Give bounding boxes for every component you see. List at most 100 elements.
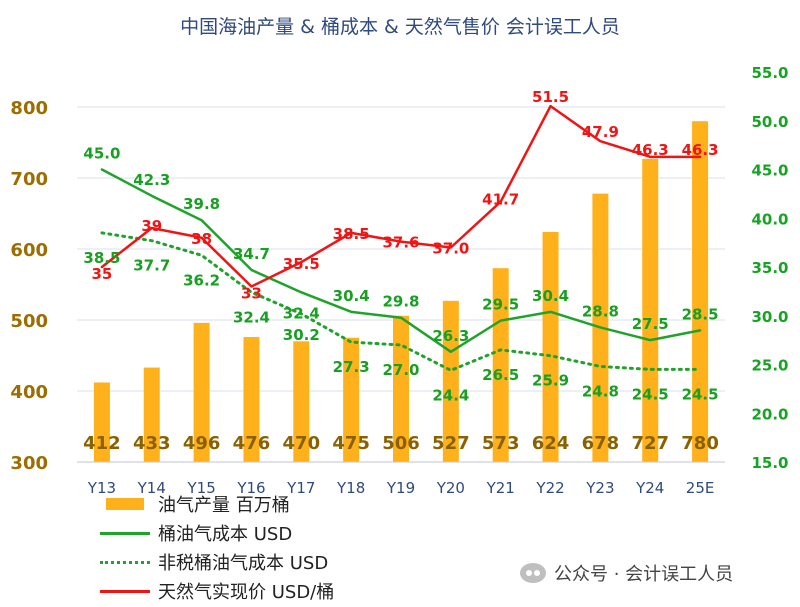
bar <box>193 322 210 462</box>
bar-value-label: 678 <box>582 433 620 454</box>
line-value-label: 39.8 <box>183 195 220 213</box>
bar-value-label: 780 <box>681 433 719 454</box>
x-tick-label: Y16 <box>236 479 265 497</box>
bar <box>243 337 260 462</box>
line-value-label: 26.3 <box>432 327 469 345</box>
line-value-label: 35 <box>91 265 112 283</box>
line-value-label: 38 <box>191 230 212 248</box>
y-right-tick-label: 35.0 <box>751 259 788 277</box>
labels-layer: 412 433 496 476 470 475 506 527 573 624 678 727 780 4… <box>83 88 719 454</box>
wechat-icon <box>520 563 546 583</box>
chart-title: 中国海油产量 & 桶成本 & 天然气售价 会计误工人员 <box>180 16 620 38</box>
bar-value-label: 527 <box>432 433 470 454</box>
watermark-text: 公众号 · 会计误工人员 <box>554 564 734 585</box>
legend-label-pretax-cost: 非税桶油气成本 USD <box>158 552 329 574</box>
bar-value-label: 573 <box>482 433 520 454</box>
y-right-tick-label: 50.0 <box>751 113 788 131</box>
line-value-label: 37.0 <box>432 240 469 258</box>
x-tick-label: Y17 <box>286 479 315 497</box>
line-value-label: 28.8 <box>582 302 619 320</box>
x-tick-label: 25E <box>686 479 715 497</box>
line-value-label: 30.4 <box>532 287 569 305</box>
x-tick-label: Y13 <box>87 479 116 497</box>
x-tick-label: Y20 <box>436 479 465 497</box>
legend: 油气产量 百万桶 桶油气成本 USD 非税桶油气成本 USD 天然气实现价 US… <box>100 489 334 605</box>
x-tick-label: Y18 <box>336 479 365 497</box>
bar <box>93 382 110 462</box>
x-tick-label: Y14 <box>137 479 166 497</box>
axis-layer: 300 400 500 600 700 800 15.0 20.0 25.0 30.0 35.0 40… <box>10 64 788 497</box>
line-value-label: 45.0 <box>83 145 120 163</box>
watermark: 公众号 · 会计误工人员 <box>520 560 733 586</box>
bar-value-label: 496 <box>183 433 221 454</box>
x-tick-label: Y22 <box>535 479 564 497</box>
line-value-label: 29.8 <box>382 293 419 311</box>
y-left-tick-label: 500 <box>10 311 48 332</box>
line-value-label: 39 <box>141 217 162 235</box>
line-value-label: 24.5 <box>632 385 669 403</box>
line-value-label: 29.5 <box>482 296 519 314</box>
y-left-tick-label: 600 <box>10 240 48 261</box>
legend-swatch-gas <box>100 581 150 601</box>
bar <box>542 231 559 462</box>
legend-swatch-pretax <box>100 552 150 572</box>
line-value-label: 42.3 <box>133 171 170 189</box>
bar-value-label: 433 <box>133 433 171 454</box>
x-tick-label: Y21 <box>486 479 515 497</box>
line-value-label: 30.2 <box>283 326 320 344</box>
line-value-label: 47.9 <box>582 123 619 141</box>
y-left-tick-label: 300 <box>10 453 48 474</box>
bar <box>343 337 360 462</box>
legend-label-cost: 桶油气成本 USD <box>158 523 293 545</box>
lines-layer <box>100 104 702 372</box>
line-value-label: 33 <box>241 285 262 303</box>
line-value-label: 24.4 <box>432 386 469 404</box>
line-value-label: 28.5 <box>682 305 719 323</box>
line-value-label: 37.6 <box>382 234 419 252</box>
y-right-tick-label: 30.0 <box>751 308 788 326</box>
x-tick-label: Y24 <box>635 479 664 497</box>
bar-value-label: 412 <box>83 433 121 454</box>
line-value-label: 24.5 <box>682 385 719 403</box>
line-value-label: 25.9 <box>532 372 569 390</box>
line-value-label: 38.5 <box>83 249 120 267</box>
line-value-label: 26.5 <box>482 366 519 384</box>
bar <box>492 268 509 462</box>
y-right-tick-label: 40.0 <box>751 210 788 228</box>
legend-label-gas-price: 天然气实现价 USD/桶 <box>158 581 335 603</box>
bar-value-label: 476 <box>233 433 271 454</box>
x-tick-label: Y23 <box>585 479 614 497</box>
y-right-tick-label: 45.0 <box>751 162 788 180</box>
line-value-label: 32.4 <box>233 308 270 326</box>
line-value-label: 27.5 <box>632 315 669 333</box>
bar-value-label: 475 <box>332 433 370 454</box>
y-right-tick-label: 55.0 <box>751 64 788 82</box>
line-value-label: 41.7 <box>482 191 519 209</box>
bar <box>393 315 409 462</box>
y-right-tick-label: 20.0 <box>751 405 788 423</box>
legend-item-cost: 桶油气成本 USD <box>100 518 334 547</box>
line-value-label: 37.7 <box>133 257 170 275</box>
line-value-label: 46.3 <box>682 141 719 159</box>
bar-value-label: 727 <box>631 433 669 454</box>
bar <box>293 341 310 462</box>
y-left-tick-label: 400 <box>10 382 48 403</box>
bar <box>442 300 459 462</box>
line-value-label: 38.5 <box>333 225 370 243</box>
line-value-label: 51.5 <box>532 88 569 106</box>
y-left-tick-label: 700 <box>10 169 48 190</box>
line-value-label: 36.2 <box>183 271 220 289</box>
x-tick-label: Y19 <box>386 479 415 497</box>
bar-value-label: 624 <box>532 433 570 454</box>
bar <box>692 121 709 462</box>
line-value-label: 34.7 <box>233 245 270 263</box>
line-value-label: 32.4 <box>283 304 320 322</box>
line-value-label: 24.8 <box>582 382 619 400</box>
legend-item-gas-price: 天然气实现价 USD/桶 <box>100 576 334 605</box>
line-value-label: 35.5 <box>283 255 320 273</box>
y-left-tick-label: 800 <box>10 98 48 119</box>
bar <box>642 158 659 462</box>
bars-layer <box>93 121 709 462</box>
legend-item-production: 油气产量 百万桶 <box>100 489 334 518</box>
